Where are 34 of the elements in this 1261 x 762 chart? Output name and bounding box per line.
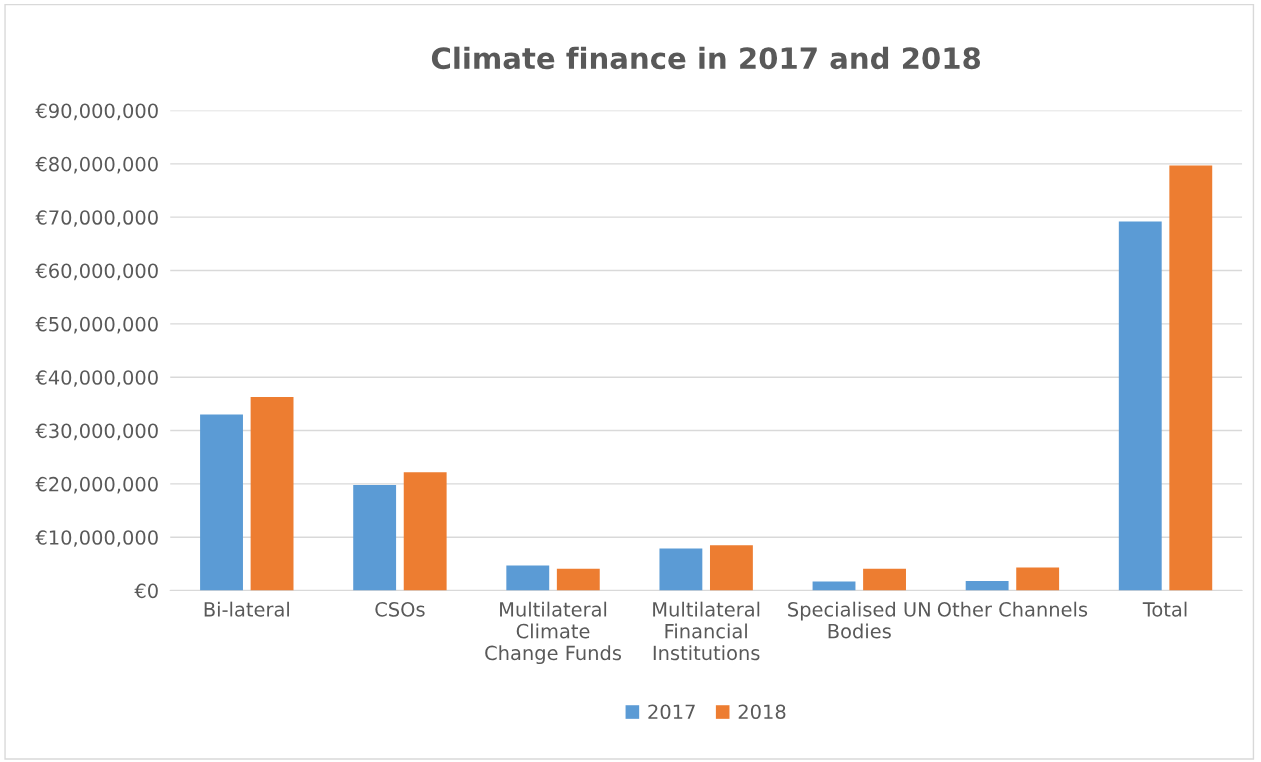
y-tick-label: €50,000,000 xyxy=(35,316,158,334)
y-tick-label: €70,000,000 xyxy=(35,210,158,227)
bar xyxy=(506,565,550,591)
legend-label: 2017 xyxy=(648,704,695,720)
bar xyxy=(1169,165,1213,591)
y-tick-label: €60,000,000 xyxy=(35,263,158,281)
y-tick-label: €80,000,000 xyxy=(35,156,158,174)
x-tick-label: Multilateral Climate Change Funds xyxy=(485,601,622,665)
y-tick-label: €90,000,000 xyxy=(35,103,158,121)
y-tick-label: €20,000,000 xyxy=(35,476,158,494)
bar xyxy=(965,580,1009,591)
y-tick-label: €40,000,000 xyxy=(35,370,158,387)
x-tick-label: Specialised UN Bodies xyxy=(788,601,930,639)
bar xyxy=(709,545,753,591)
bar xyxy=(353,484,397,591)
bar xyxy=(403,472,447,591)
x-tick-label: Multilateral Financial Institutions xyxy=(653,601,760,661)
bar xyxy=(1118,221,1162,591)
bar xyxy=(556,568,600,591)
bar xyxy=(812,581,856,591)
bar xyxy=(1016,567,1060,591)
legend-label: 2018 xyxy=(738,704,786,720)
y-tick-label: €30,000,000 xyxy=(35,423,158,441)
x-tick-label: Other Channels xyxy=(937,601,1088,617)
bar xyxy=(863,568,906,591)
x-tick-label: Bi-lateral xyxy=(204,601,289,617)
x-tick-label: Total xyxy=(1142,601,1187,617)
y-tick-label: €10,000,000 xyxy=(35,530,158,547)
y-tick-label: €0 xyxy=(134,583,158,599)
x-tick-label: CSOs xyxy=(375,602,425,617)
bar xyxy=(659,548,703,591)
bar xyxy=(250,396,294,591)
bar xyxy=(200,414,243,591)
chart-title: Climate finance in 2017 and 2018 xyxy=(431,46,981,70)
